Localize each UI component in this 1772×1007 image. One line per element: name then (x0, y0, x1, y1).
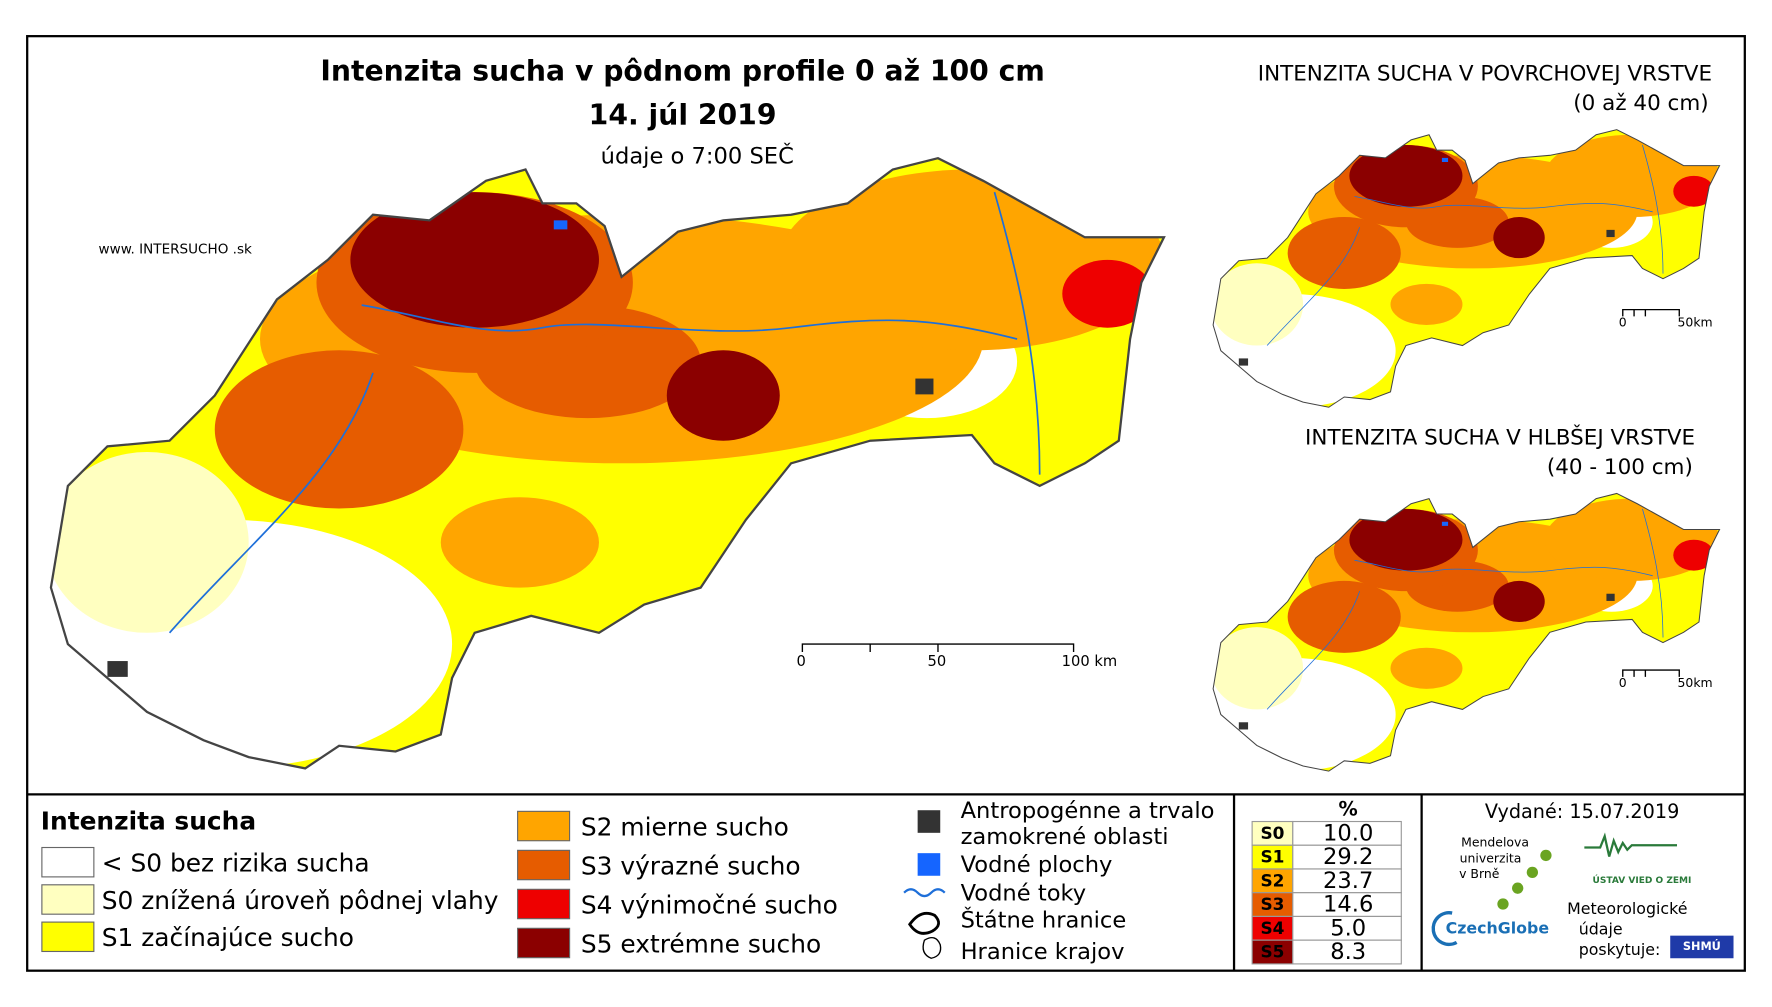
map-subtitle: údaje o 7:00 SEČ (601, 142, 794, 170)
legend-title: Intenzita sucha (41, 807, 256, 836)
map-title: Intenzita sucha v pôdnom profile 0 až 10… (320, 54, 1044, 87)
logo-arc (1431, 911, 1458, 947)
scale-label: 100 km (1062, 653, 1118, 670)
logo-text: v Brně (1459, 866, 1499, 881)
table-value: 14.6 (1323, 892, 1373, 918)
table-class: S3 (1260, 894, 1284, 914)
legend-label: S5 extrémne sucho (581, 929, 821, 958)
legend-label: S1 začínajúce sucho (102, 923, 354, 952)
legend-other: zamokrené oblasti (961, 824, 1169, 850)
icon-urban (917, 810, 941, 833)
table-class: S1 (1260, 847, 1284, 867)
legend-label: S2 mierne sucho (581, 812, 789, 841)
logo-text: univerzita (1460, 850, 1522, 865)
scale-label: 0 (1619, 315, 1627, 330)
logo-text: údaje (1579, 920, 1623, 939)
table-value: 5.0 (1330, 915, 1366, 941)
legend-swatch (41, 884, 95, 915)
table-class: S2 (1260, 870, 1284, 890)
scale-label: 0 (797, 653, 806, 670)
legend-swatch (517, 888, 571, 920)
icon-border (908, 911, 940, 935)
legend-other: Vodné plochy (961, 852, 1113, 878)
legend-other: Antropogénne a trvalo (961, 798, 1215, 824)
table-value: 29.2 (1323, 844, 1373, 870)
table-class: S4 (1260, 918, 1284, 938)
icon-water (917, 853, 941, 876)
table-cell (1292, 939, 1402, 965)
table-value: 23.7 (1323, 868, 1373, 894)
logo-text: poskytuje: (1579, 940, 1661, 959)
scale-label: 50km (1678, 315, 1713, 330)
legend-swatch (517, 927, 571, 959)
table-header: % (1339, 798, 1358, 821)
legend-label: < S0 bez rizika sucha (102, 848, 370, 877)
icon-river (903, 888, 946, 898)
legend-classes: < S0 bez rizika sucha S0 znížená úroveň p… (41, 810, 838, 959)
scale-label: 0 (1619, 675, 1627, 690)
logo-wave (1584, 832, 1678, 857)
logo-text: ÚSTAV VIED O ZEMI (1593, 874, 1692, 886)
icon-region (922, 936, 942, 959)
inset-title: INTENZITA SUCHA V POVRCHOVEJ VRSTVE (1258, 62, 1712, 87)
logo-shmu (1670, 935, 1734, 959)
legend-other: Vodné toky (961, 880, 1087, 906)
logo-text: Mendelova (1461, 834, 1529, 849)
legend-other: Hranice krajov (961, 939, 1125, 965)
logo-text: Meteorologické (1567, 899, 1687, 918)
table-value: 8.3 (1330, 939, 1366, 965)
map-date: 14. júl 2019 (589, 98, 777, 131)
legend-label: S4 výnimočné sucho (581, 890, 838, 919)
legend-swatch (41, 846, 95, 878)
logo-dots (1497, 849, 1552, 910)
scale-label: 50km (1678, 675, 1713, 690)
table-class: S0 (1260, 823, 1284, 843)
issued: Vydané: 15.07.2019 (1485, 800, 1679, 823)
logo-text: CzechGlobe (1446, 918, 1549, 937)
website: www. INTERSUCHO .sk (99, 242, 252, 258)
legend-swatch (517, 810, 571, 842)
table-class: S5 (1260, 942, 1284, 962)
legend-swatch (41, 921, 95, 953)
legend-label: S0 znížená úroveň pôdnej vlahy (102, 886, 499, 915)
stats-table: % S0 10.0 S1 29.2 S2 23.7 S3 14.6 S4 5.0 S5 8.3 (1251, 798, 1402, 965)
scale-bar (801, 308, 1680, 677)
inset-title: INTENZITA SUCHA V HLBŠEJ VRSTVE (1305, 424, 1695, 450)
legend-swatch (517, 849, 571, 881)
scale-label: 50 (927, 653, 946, 670)
inset-subtitle: (0 až 40 cm) (1573, 91, 1708, 116)
table-value: 10.0 (1323, 820, 1373, 846)
legend-label: S3 výrazné sucho (581, 851, 801, 880)
inset-subtitle: (40 - 100 cm) (1547, 455, 1693, 480)
logo-text: SHMÚ (1683, 940, 1721, 953)
legend-other: Štátne hranice (961, 905, 1127, 933)
